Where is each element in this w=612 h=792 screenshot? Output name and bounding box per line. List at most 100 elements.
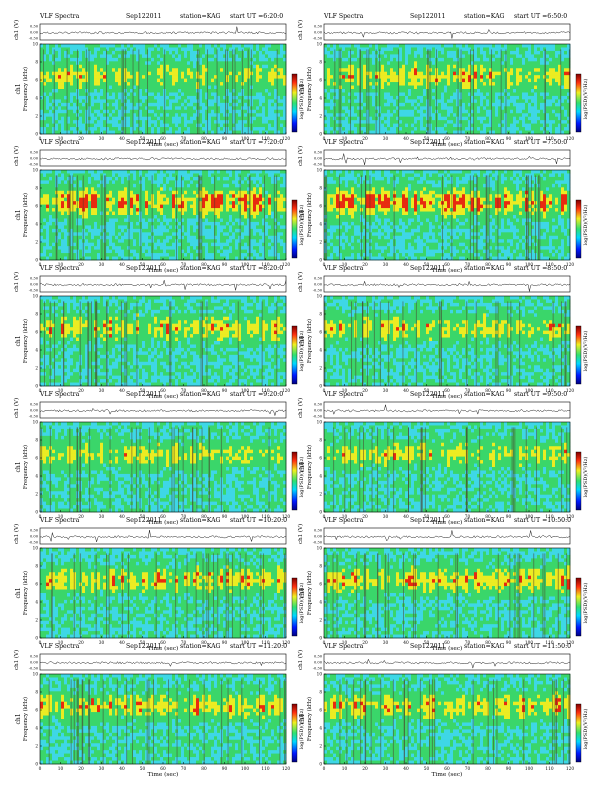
spectrogram-cell (52, 253, 56, 257)
spectrogram-cell (181, 50, 185, 55)
spectrogram-cell (480, 89, 484, 93)
spectrogram-cell (351, 68, 355, 72)
spectrogram-cell (411, 82, 415, 86)
spectrogram-cell (256, 92, 260, 97)
spectrogram-cell (375, 123, 379, 128)
spectrogram-cell (67, 211, 71, 216)
spectrogram-cell (372, 109, 376, 114)
spectrogram-cell (552, 85, 556, 90)
spectrogram-cell (73, 221, 77, 226)
spectrogram-cell (46, 225, 50, 230)
spectrogram-cell (88, 176, 92, 181)
spectrogram-cell (564, 75, 568, 79)
spectrogram-cell (187, 85, 191, 90)
spectrogram-cell (97, 130, 101, 135)
spectrogram-cell (94, 221, 98, 226)
spectrogram-cell (453, 92, 457, 97)
spectrogram-cell (369, 109, 373, 114)
spectrogram-cell (265, 89, 269, 93)
spectrogram-cell (265, 44, 269, 48)
spectrogram-cell (402, 102, 406, 107)
spectrogram-cell (61, 246, 65, 250)
spectrogram-cell (193, 89, 197, 93)
spectrogram-cell (61, 187, 65, 192)
spectrogram-cell (184, 127, 188, 131)
spectrogram-cell (465, 47, 469, 52)
spectrogram-cell (405, 57, 409, 62)
spectrogram-cell (271, 116, 275, 121)
spectrogram-cell (205, 61, 209, 66)
spectrogram-cell (408, 127, 412, 131)
spectrogram-cell (82, 57, 86, 62)
spectrogram-cell (396, 78, 400, 83)
spectrogram-cell (73, 249, 77, 254)
spectrogram-cell (67, 71, 71, 76)
spectrogram-cell (277, 75, 281, 79)
spectrogram-cell (232, 113, 236, 117)
spectrogram-cell (567, 64, 571, 69)
spectrogram-cell (64, 68, 68, 72)
spectrogram-cell (483, 71, 487, 76)
spectrogram-cell (238, 113, 242, 117)
spectrogram-cell (274, 92, 278, 97)
spectrogram-cell (208, 99, 212, 104)
spectrogram-cell (181, 78, 185, 83)
spectrogram-cell (432, 78, 436, 83)
spectrogram-cell (324, 64, 328, 69)
spectrogram-cell (411, 95, 415, 100)
spectrogram-cell (85, 256, 89, 261)
spectrogram-cell (172, 71, 176, 76)
spectrogram-cell (220, 106, 224, 111)
spectrogram-cell (199, 89, 203, 93)
spectrogram-cell (67, 92, 71, 97)
spectrogram-cell (43, 225, 47, 230)
spectrogram-cell (217, 64, 221, 69)
spectrogram-cell (498, 120, 502, 124)
spectrogram-cell (369, 85, 373, 90)
spectrogram-cell (70, 170, 74, 174)
spectrogram-cell (348, 130, 352, 135)
spectrogram-cell (73, 173, 77, 178)
spectrogram-cell (49, 176, 53, 181)
spectrogram-cell (429, 99, 433, 104)
spectrogram-cell (507, 89, 511, 93)
spectrogram-cell (534, 116, 538, 121)
spectrogram-cell (187, 95, 191, 100)
spectrogram-cell (172, 113, 176, 117)
spectrogram-cell (429, 47, 433, 52)
spectrogram-cell (558, 130, 562, 135)
spectrogram-cell (169, 89, 173, 93)
spectrogram-cell (190, 113, 194, 117)
spectrogram-cell (558, 113, 562, 117)
spectrogram-cell (154, 123, 158, 128)
spectrogram-cell (522, 78, 526, 83)
spectrogram-cell (94, 78, 98, 83)
spectrogram-cell (103, 113, 107, 117)
spectrogram-cell (169, 127, 173, 131)
spectrogram-cell (567, 123, 571, 128)
spectrogram-cell (94, 47, 98, 52)
spectrogram-cell (525, 61, 529, 66)
time-tick-label: 10 (58, 137, 64, 142)
spectrogram-cell (465, 120, 469, 124)
spectrogram-cell (187, 44, 191, 48)
spectrogram-cell (555, 85, 559, 90)
spectrogram-cell (489, 85, 493, 90)
spectrogram-cell (115, 44, 119, 48)
spectrogram-cell (327, 106, 331, 111)
spectrogram-cell (324, 75, 328, 79)
spectrogram-cell (157, 50, 161, 55)
spectrogram-cell (372, 113, 376, 117)
spectrogram-cell (534, 130, 538, 135)
spectrogram-cell (480, 82, 484, 86)
spectrogram-cell (444, 57, 448, 62)
spectrogram-cell (142, 116, 146, 121)
spectrogram-cell (118, 85, 122, 90)
spectrogram-cell (190, 47, 194, 52)
sferic-streak (125, 49, 127, 134)
spectrogram-cell (49, 239, 53, 243)
spectrogram-cell (85, 215, 89, 219)
spectrogram-cell (67, 99, 71, 104)
spectrogram-cell (100, 120, 104, 124)
spectrogram-cell (253, 106, 257, 111)
